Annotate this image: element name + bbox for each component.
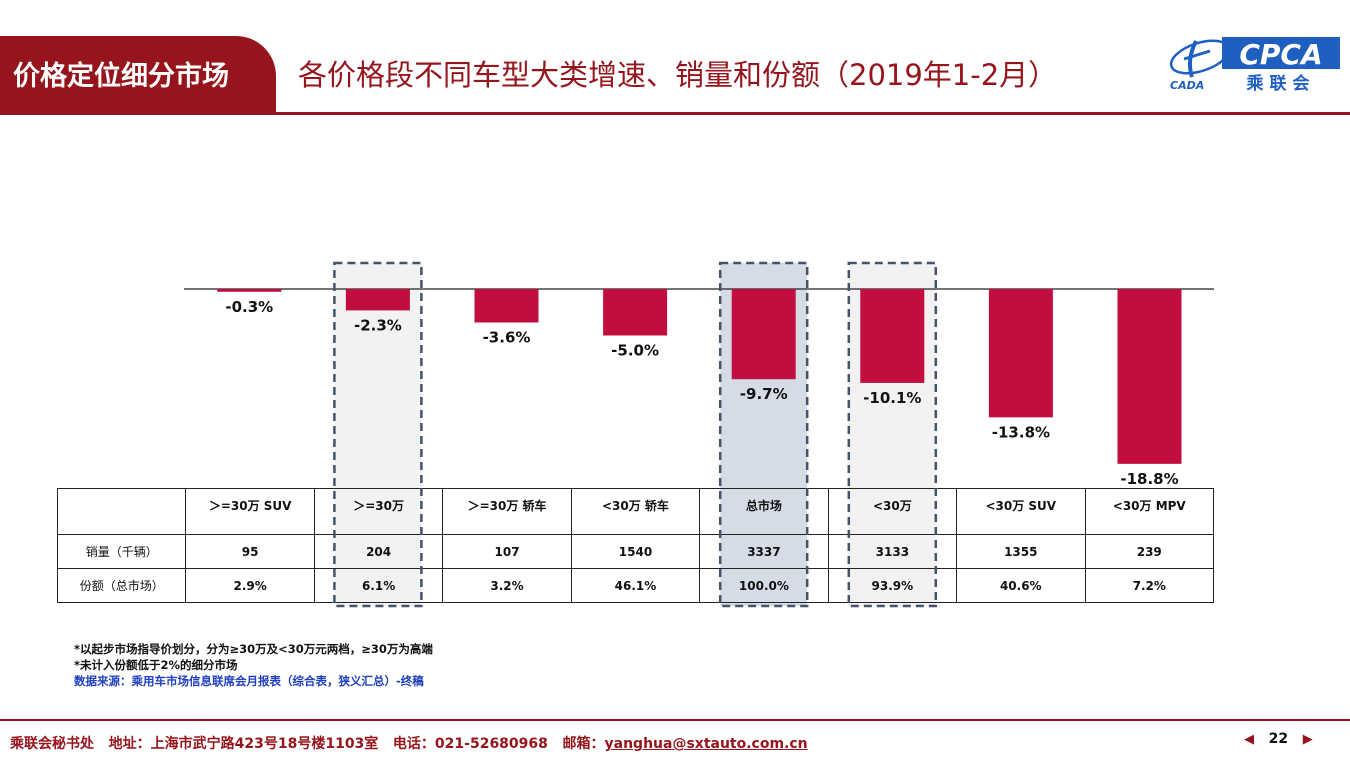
table-header-row: ＞=30万 SUV ＞=30万 ＞=30万 轿车 <30万 轿车 总市场 <30… bbox=[56, 488, 1214, 535]
table-cell: 93.9% bbox=[827, 568, 958, 603]
table-cell: 3.2% bbox=[442, 568, 572, 603]
footer-email-label: 邮箱： bbox=[562, 736, 605, 752]
table-cell: 239 bbox=[1084, 534, 1214, 569]
bar-value-label: -2.3% bbox=[354, 316, 402, 334]
footer-org: 乘联会秘书处 bbox=[10, 736, 94, 752]
footer-phone: 电话：021-52680968 bbox=[392, 736, 548, 752]
table-cell: 100.0% bbox=[699, 568, 829, 603]
bar bbox=[731, 289, 796, 380]
table-cell: 1355 bbox=[956, 534, 1086, 569]
header-divider bbox=[0, 112, 1350, 115]
table-cell: 3133 bbox=[827, 534, 958, 569]
footer-divider bbox=[0, 719, 1350, 721]
bar-value-label: -9.7% bbox=[740, 385, 788, 403]
table-cell: 6.1% bbox=[313, 568, 444, 603]
cada-logo-text: CADA bbox=[1170, 79, 1204, 92]
table-cell: 1540 bbox=[570, 534, 701, 569]
bar bbox=[860, 289, 925, 383]
table-header-cell: <30万 轿车 bbox=[570, 488, 701, 535]
footer-email-link[interactable]: yanghua@sxtauto.com.cn bbox=[604, 736, 808, 752]
table-header-cell: ＞=30万 SUV bbox=[185, 488, 315, 535]
table-cell: 40.6% bbox=[956, 568, 1086, 603]
cpca-logo: CADA CPCA 乘联会 bbox=[1169, 37, 1340, 93]
footer-contact: 乘联会秘书处 地址：上海市武宁路423号18号楼1103室 电话：021-526… bbox=[10, 733, 808, 753]
data-table: ＞=30万 SUV ＞=30万 ＞=30万 轿车 <30万 轿车 总市场 <30… bbox=[56, 488, 1214, 603]
bar-value-label: -5.0% bbox=[611, 342, 659, 360]
section-title: 价格定位细分市场 bbox=[13, 61, 229, 92]
table-header-cell: <30万 SUV bbox=[956, 488, 1086, 535]
table-cell: 3337 bbox=[699, 534, 829, 569]
table-cell: 107 bbox=[442, 534, 572, 569]
page-number: 22 bbox=[1268, 731, 1289, 747]
table-cell: 204 bbox=[313, 534, 444, 569]
bar-value-label: -10.1% bbox=[863, 389, 921, 407]
bar-value-label: -18.8% bbox=[1120, 470, 1178, 488]
footnote-1: *以起步市场指导价划分，分为≥30万及<30万元两档，≥30万为高端 bbox=[74, 642, 433, 656]
bar bbox=[345, 289, 410, 311]
bar bbox=[217, 289, 282, 292]
next-page-icon[interactable]: ▶ bbox=[1302, 732, 1313, 747]
table-row-share: 份额（总市场） 2.9% 6.1% 3.2% 46.1% 100.0% 93.9… bbox=[56, 568, 1214, 603]
cpca-logo-subtext: 乘联会 bbox=[1246, 73, 1316, 93]
table-cell: 46.1% bbox=[570, 568, 701, 603]
table-cell: 7.2% bbox=[1084, 568, 1214, 603]
bar bbox=[474, 289, 539, 323]
section-tab: 价格定位细分市场 bbox=[0, 36, 276, 114]
table-cell: 2.9% bbox=[185, 568, 315, 603]
table-header-cell: <30万 bbox=[827, 488, 958, 535]
table-header-cell: 总市场 bbox=[699, 488, 829, 535]
table-header-cell: ＞=30万 轿车 bbox=[442, 488, 572, 535]
bar-value-label: -13.8% bbox=[992, 423, 1050, 441]
page-navigation: ◀ 22 ▶ bbox=[1244, 731, 1313, 747]
prev-page-icon[interactable]: ◀ bbox=[1244, 732, 1254, 747]
table-header-cell: ＞=30万 bbox=[313, 488, 444, 535]
bar bbox=[1117, 289, 1182, 464]
footer-address: 地址：上海市武宁路423号18号楼1103室 bbox=[108, 736, 379, 752]
cpca-logo-text: CPCA bbox=[1239, 38, 1322, 71]
table-header-cell bbox=[56, 488, 187, 535]
data-source-note: 数据来源：乘用车市场信息联席会月报表（综合表，狭义汇总）-终稿 bbox=[74, 674, 424, 688]
row-label-sales: 销量（千辆） bbox=[56, 534, 187, 569]
bar bbox=[988, 289, 1053, 418]
bar-value-label: -3.6% bbox=[483, 328, 531, 346]
row-label-share: 份额（总市场） bbox=[56, 568, 187, 603]
table-cell: 95 bbox=[185, 534, 315, 569]
table-row-sales: 销量（千辆） 95 204 107 1540 3337 3133 1355 23… bbox=[56, 534, 1214, 569]
table-header-cell: <30万 MPV bbox=[1084, 488, 1214, 535]
footnote-2: *未计入份额低于2%的细分市场 bbox=[74, 658, 238, 672]
page-title: 各价格段不同车型大类增速、销量和份额（2019年1-2月） bbox=[298, 58, 1058, 92]
bar-value-label: -0.3% bbox=[225, 298, 273, 316]
bar bbox=[603, 289, 668, 336]
